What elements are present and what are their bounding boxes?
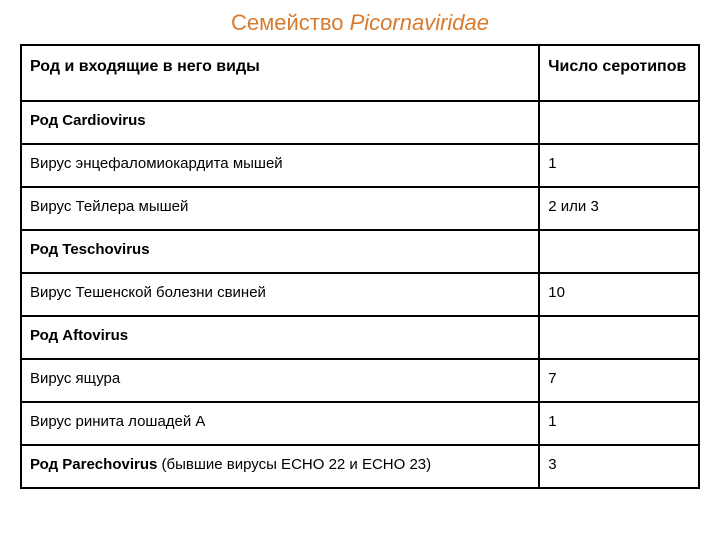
table-row: Вирус ринита лошадей А 1 (21, 402, 699, 445)
cell-species: Вирус ринита лошадей А (21, 402, 539, 445)
table-row: Род Cardiovirus (21, 101, 699, 144)
table-row: Род Teschovirus (21, 230, 699, 273)
header-col1: Род и входящие в него виды (21, 45, 539, 101)
cell-species: Вирус Тешенской болезни свиней (21, 273, 539, 316)
cell-genus: Род Cardiovirus (21, 101, 539, 144)
table-row: Вирус Тешенской болезни свиней 10 (21, 273, 699, 316)
table-row: Вирус Тейлера мышей 2 или 3 (21, 187, 699, 230)
cell-value (539, 230, 699, 273)
cell-genus: Род Aftovirus (21, 316, 539, 359)
cell-species: Вирус ящура (21, 359, 539, 402)
cell-value: 10 (539, 273, 699, 316)
cell-value: 3 (539, 445, 699, 488)
table-header-row: Род и входящие в него виды Число серотип… (21, 45, 699, 101)
title-plain: Семейство (231, 10, 350, 35)
table-row: Вирус ящура 7 (21, 359, 699, 402)
cell-value: 1 (539, 144, 699, 187)
cell-value: 1 (539, 402, 699, 445)
title-italic: Picornaviridae (350, 10, 489, 35)
cell-genus: Род Teschovirus (21, 230, 539, 273)
cell-prefix: Род Parechovirus (30, 456, 162, 473)
cell-value: 7 (539, 359, 699, 402)
cell-species: Вирус Тейлера мышей (21, 187, 539, 230)
table-row: Вирус энцефаломиокардита мышей 1 (21, 144, 699, 187)
table-row: Род Aftovirus (21, 316, 699, 359)
table-row: Род Parechovirus (бывшие вирусы ЕСНО 22 … (21, 445, 699, 488)
header-col2: Число серотипов (539, 45, 699, 101)
cell-genus-mixed: Род Parechovirus (бывшие вирусы ЕСНО 22 … (21, 445, 539, 488)
cell-value: 2 или 3 (539, 187, 699, 230)
cell-species: Вирус энцефаломиокардита мышей (21, 144, 539, 187)
serotype-table: Род и входящие в него виды Число серотип… (20, 44, 700, 489)
page-title: Семейство Picornaviridae (0, 0, 720, 44)
cell-suffix: (бывшие вирусы ЕСНО 22 и ЕСНО 23) (162, 456, 432, 473)
cell-value (539, 316, 699, 359)
cell-value (539, 101, 699, 144)
